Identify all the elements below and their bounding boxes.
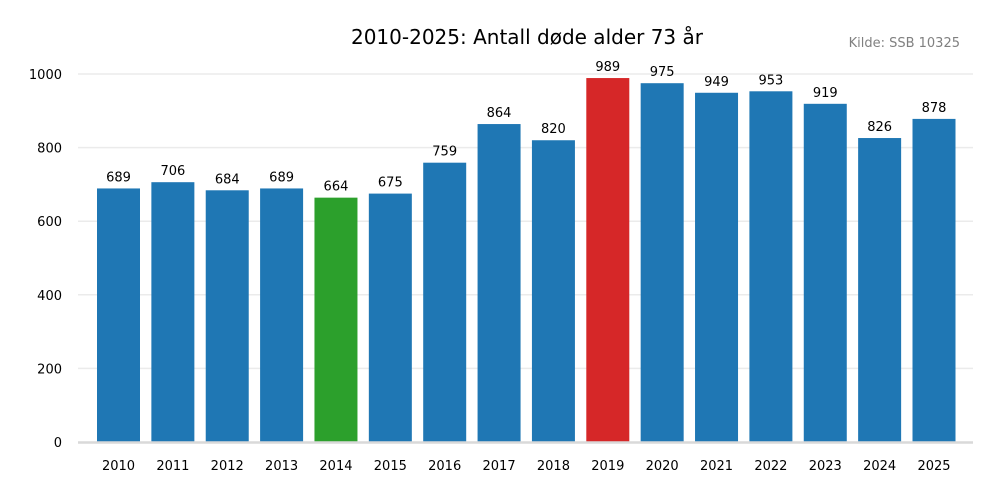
x-tick-label: 2010 [102, 459, 135, 474]
bar-2016 [423, 162, 467, 443]
bar-2014 [314, 197, 358, 442]
data-label: 664 [324, 180, 349, 195]
bar-2017 [477, 124, 521, 442]
data-label: 684 [215, 172, 240, 187]
y-tick-label: 400 [37, 289, 62, 304]
bar-2015 [368, 193, 412, 442]
data-label: 706 [160, 164, 185, 179]
bar-2012 [205, 190, 249, 442]
bar-2010 [97, 188, 140, 442]
bar-2020 [640, 83, 684, 442]
x-tick-label: 2015 [374, 459, 407, 474]
bar-2023 [803, 103, 847, 443]
data-label: 689 [106, 170, 131, 185]
bar-2019 [586, 78, 630, 442]
x-tick-label: 2022 [754, 459, 787, 474]
data-label: 675 [378, 176, 403, 191]
y-tick-label: 200 [37, 362, 62, 377]
y-tick-label: 800 [37, 142, 62, 157]
x-tick-label: 2013 [265, 459, 298, 474]
x-tick-label: 2019 [591, 459, 624, 474]
x-tick-label: 2025 [917, 459, 950, 474]
y-tick-label: 1000 [29, 68, 62, 83]
x-tick-label: 2014 [319, 459, 352, 474]
data-label: 820 [541, 122, 566, 137]
data-label: 953 [758, 73, 783, 88]
data-label: 878 [922, 101, 947, 116]
y-tick-label: 0 [54, 436, 62, 451]
bar-2018 [531, 140, 575, 443]
x-tick-label: 2023 [809, 459, 842, 474]
data-label: 826 [867, 120, 892, 135]
x-tick-label: 2012 [211, 459, 244, 474]
data-label: 975 [650, 65, 675, 80]
bar-2022 [749, 91, 793, 443]
data-label: 919 [813, 86, 838, 101]
x-tick-label: 2016 [428, 459, 461, 474]
x-tick-label: 2017 [483, 459, 516, 474]
data-label: 759 [432, 145, 457, 160]
bar-2025 [912, 118, 956, 443]
bar-2021 [695, 92, 739, 442]
x-tick-label: 2018 [537, 459, 570, 474]
bar-2024 [858, 138, 902, 443]
x-tick-label: 2011 [156, 459, 189, 474]
data-label: 864 [487, 106, 512, 121]
x-tick-label: 2024 [863, 459, 896, 474]
data-label: 949 [704, 75, 729, 90]
x-tick-label: 2020 [646, 459, 679, 474]
source-note: Kilde: SSB 10325 [849, 36, 960, 51]
data-label: 689 [269, 170, 294, 185]
x-tick-label: 2021 [700, 459, 733, 474]
chart-title: 2010-2025: Antall døde alder 73 år [351, 25, 704, 49]
data-label: 989 [595, 60, 620, 75]
bar-2013 [260, 188, 304, 442]
y-tick-label: 600 [37, 215, 62, 230]
bar-2011 [151, 182, 195, 442]
